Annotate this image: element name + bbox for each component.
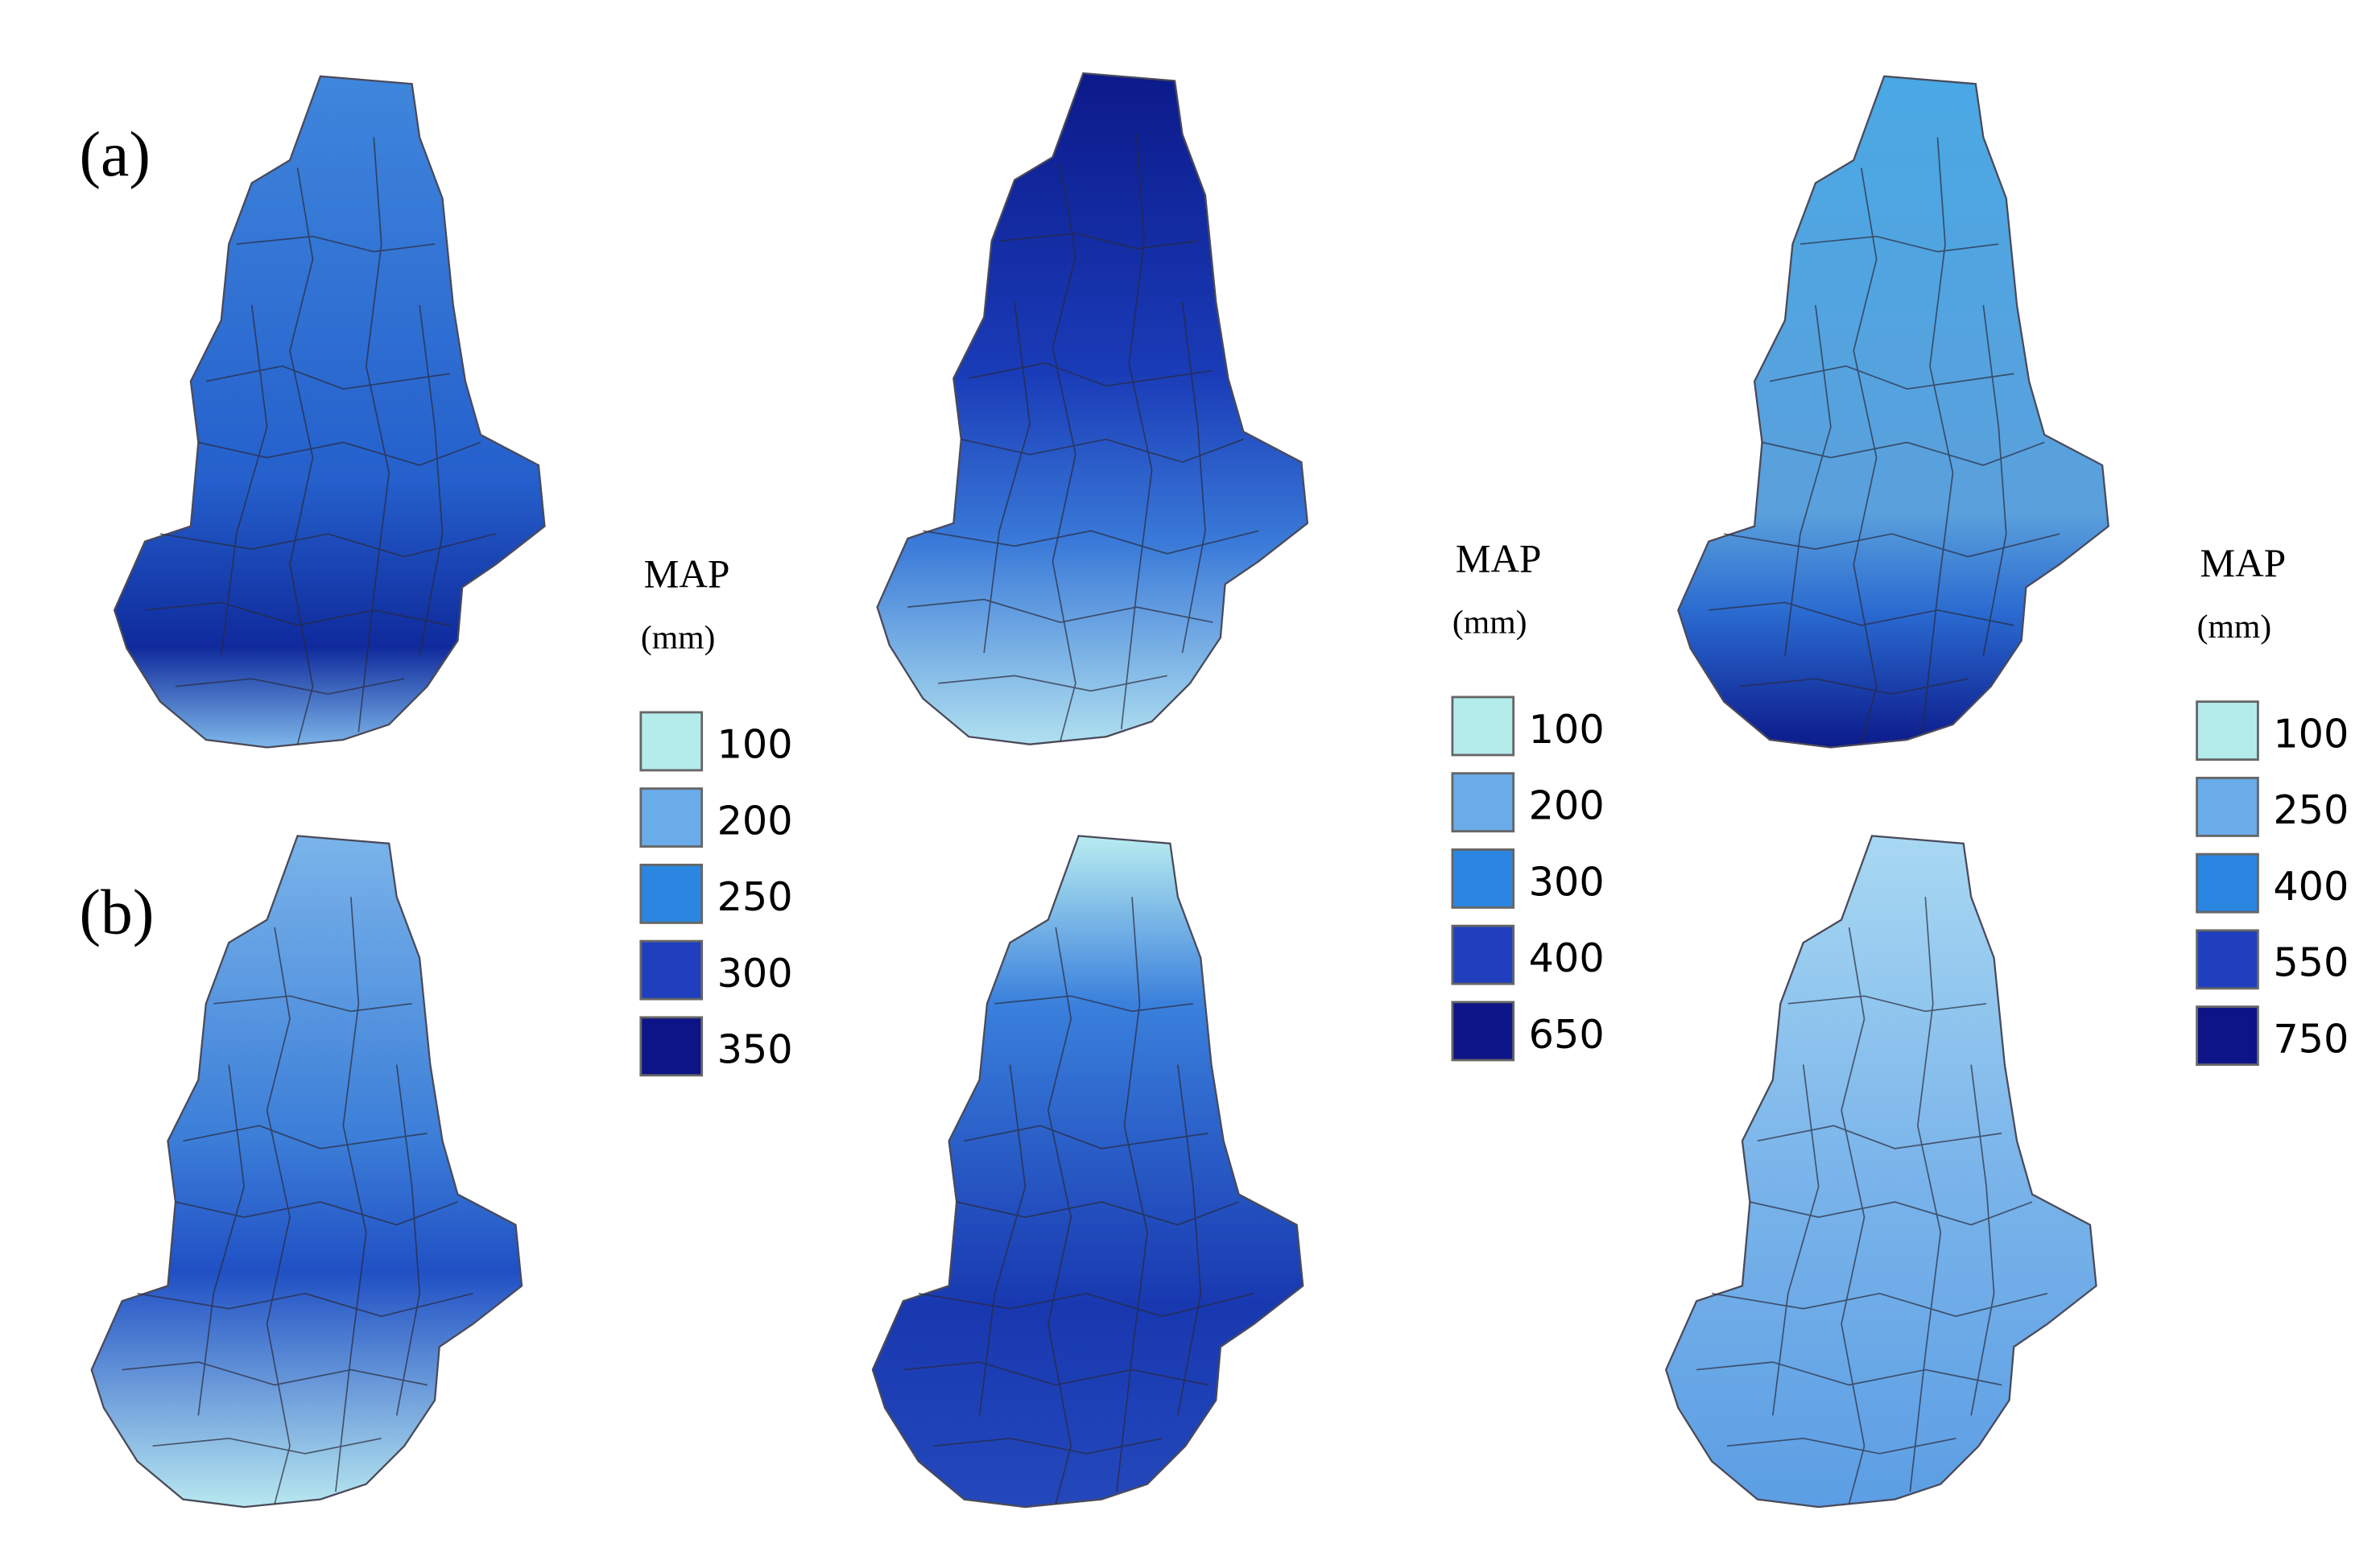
legend-swatch — [639, 939, 704, 1001]
panel-label: (a) — [80, 119, 151, 190]
legend-swatch — [1451, 772, 1515, 833]
legend-label: 200 — [1529, 782, 1605, 829]
map — [876, 72, 1309, 745]
legend-swatch — [1451, 924, 1515, 985]
legend-label: 650 — [1529, 1011, 1605, 1058]
legend-label: 300 — [1529, 858, 1605, 905]
map — [114, 75, 546, 749]
legend-label: 200 — [717, 797, 793, 844]
legend-unit: (mm) — [1452, 604, 1527, 641]
legend-title: MAP — [2200, 541, 2286, 585]
legend-swatch — [1451, 848, 1515, 909]
map — [90, 835, 523, 1509]
legend-label: 350 — [717, 1026, 793, 1073]
legend-swatch — [639, 863, 704, 924]
legend-label: 400 — [2273, 863, 2349, 910]
legend-swatch — [2196, 852, 2259, 914]
map — [871, 835, 1304, 1509]
legend-swatch — [2196, 929, 2259, 990]
map — [1665, 835, 2097, 1509]
legend-label: 250 — [717, 873, 793, 920]
maps — [90, 72, 2109, 1509]
legend-title: MAP — [644, 552, 730, 596]
legend-swatch — [1451, 1001, 1515, 1062]
legend-label: 400 — [1529, 935, 1605, 981]
legend-swatch — [639, 711, 704, 772]
map — [1677, 75, 2109, 749]
panel-label: (b) — [80, 877, 155, 948]
legend-label: 100 — [2273, 710, 2349, 757]
legend-label: 750 — [2273, 1015, 2349, 1062]
legend-swatch — [639, 787, 704, 848]
legend-swatch — [1451, 696, 1515, 757]
legend-label: 100 — [717, 721, 793, 768]
legend-label: 250 — [2273, 786, 2349, 833]
legend-swatch — [2196, 700, 2259, 762]
legend-swatch — [639, 1016, 704, 1077]
legend-label: 550 — [2273, 939, 2349, 986]
legend-label: 100 — [1529, 706, 1605, 753]
legend-swatch — [2196, 776, 2259, 837]
legend-unit: (mm) — [641, 619, 716, 656]
legend-label: 300 — [717, 950, 793, 997]
legend-unit: (mm) — [2197, 609, 2272, 646]
legend-title: MAP — [1456, 537, 1542, 581]
legend-swatch — [2196, 1005, 2259, 1067]
